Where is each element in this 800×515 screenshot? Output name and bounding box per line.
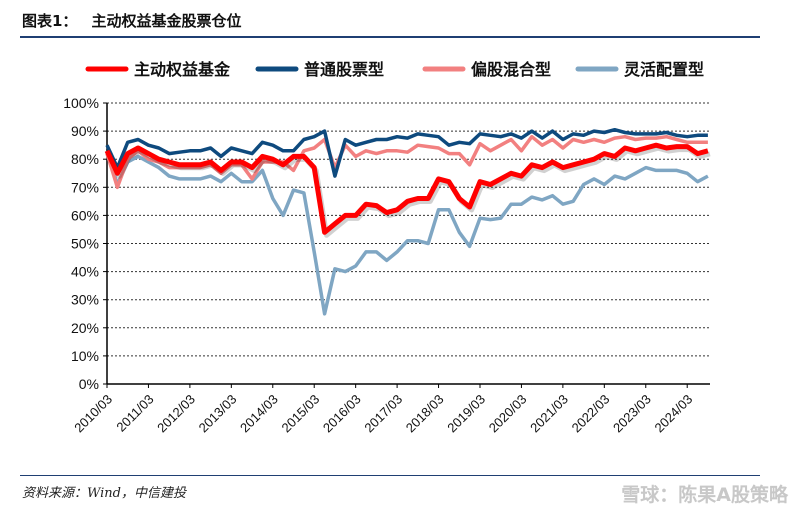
legend-label: 主动权益基金 (134, 60, 231, 79)
source-divider (20, 475, 760, 476)
x-tick-label: 2016/03 (320, 392, 364, 436)
legend-label: 灵活配置型 (624, 60, 704, 79)
x-tick-label: 2010/03 (71, 392, 115, 436)
x-tick-label: 2019/03 (444, 392, 488, 436)
x-tick-label: 2022/03 (569, 392, 613, 436)
y-tick-label: 80% (71, 151, 99, 167)
y-tick-label: 50% (71, 236, 99, 252)
title-divider (20, 36, 760, 38)
series-shadow (106, 145, 711, 238)
x-tick-label: 2011/03 (113, 392, 156, 435)
y-tick-label: 60% (71, 207, 99, 223)
y-tick-label: 0% (79, 376, 99, 392)
line-chart: 0% 10% 20% 30% 40% 50% 60% 70% 80% 90% 100% 2010/03… (63, 60, 711, 436)
series-line-4 (105, 150, 709, 316)
figure-title: 图表1： 主动权益基金股票仓位 (22, 10, 255, 31)
figure-label: 图表1： (22, 12, 78, 30)
x-tick-label: 2017/03 (361, 392, 405, 436)
x-tick-label: 2018/03 (403, 392, 447, 436)
y-tick-label: 10% (71, 348, 99, 364)
source-note: 资料来源：Wind，中信建投 (22, 486, 186, 501)
series-line-1 (104, 142, 709, 235)
x-tick-label: 2023/03 (610, 392, 654, 436)
series-line-3 (105, 134, 708, 190)
x-tick-label: 2012/03 (154, 392, 198, 436)
y-tick-label: 40% (71, 264, 99, 280)
watermark: 雪球：陈果A股策略 (621, 484, 788, 506)
y-tick-label: 70% (71, 179, 99, 195)
y-tick-label: 30% (71, 292, 99, 308)
series-line-2 (105, 127, 708, 178)
legend-label: 偏股混合型 (471, 60, 551, 79)
x-tick-label: 2013/03 (196, 392, 240, 436)
figure-title-text: 主动权益基金股票仓位 (91, 12, 242, 30)
x-tick-label: 2014/03 (237, 392, 281, 436)
y-tick-label: 20% (71, 320, 99, 336)
x-tick-label: 2024/03 (651, 392, 695, 436)
legend-label: 普通股票型 (304, 60, 384, 79)
y-tick-label: 90% (71, 123, 99, 139)
x-tick-label: 2015/03 (278, 392, 322, 436)
y-tick-label: 100% (63, 95, 99, 111)
x-tick-label: 2021/03 (527, 392, 571, 436)
x-tick-label: 2020/03 (486, 392, 530, 436)
